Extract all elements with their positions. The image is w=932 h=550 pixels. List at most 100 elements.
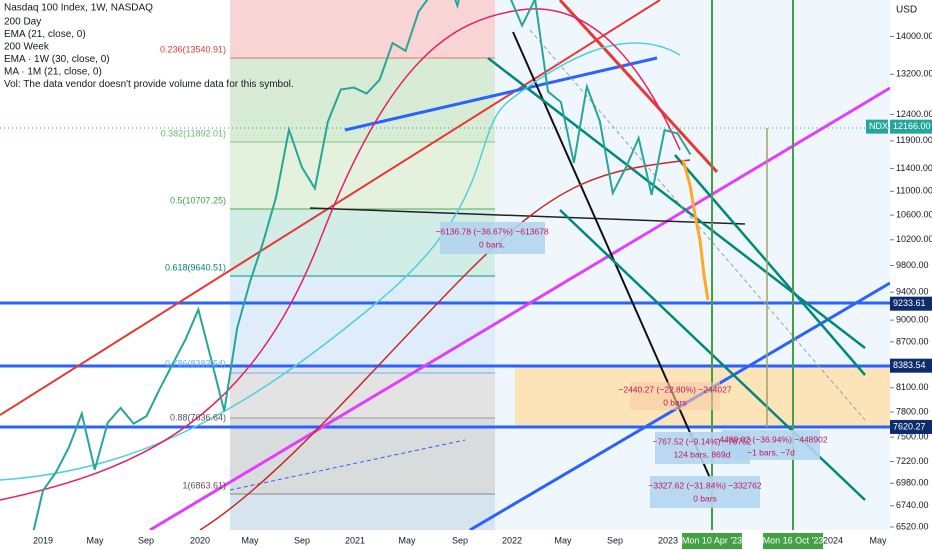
x-tick-label: Mon 16 Oct '23	[763, 535, 824, 545]
x-tick-label: May	[554, 535, 572, 545]
legend-line: Vol: The data vendor doesn't provide vol…	[4, 79, 294, 90]
y-tick-label: 7500.00	[896, 432, 929, 442]
legend-line: 200 Week	[4, 42, 50, 53]
y-tick-label: 11900.00	[896, 135, 932, 145]
y-tick-label: 14000.00	[896, 31, 932, 41]
x-tick-label: 2022	[502, 535, 522, 545]
x-tick-label: May	[241, 535, 259, 545]
x-tick-label: Sep	[452, 535, 468, 545]
measure-box	[722, 430, 820, 460]
fib-zone	[230, 0, 495, 58]
chart-title: Nasdaq 100 Index, 1W, NASDAQ	[4, 3, 153, 14]
price-tag	[890, 119, 932, 134]
currency: USD	[896, 5, 917, 16]
fib-label: 0.786(8383.54)	[165, 358, 226, 368]
measure-label: −4489.02 (−36.94%) −448902	[714, 434, 827, 444]
ma-line	[0, 8, 681, 501]
x-tick-label: 2024	[823, 535, 843, 545]
channel-line	[674, 154, 866, 376]
y-tick-label: 7220.00	[896, 456, 929, 466]
x-tick-label: May	[86, 535, 104, 545]
measure-box	[630, 382, 720, 410]
x-tick-label: May	[869, 535, 887, 545]
fib-zone	[230, 142, 495, 209]
y-tick-label: 10200.00	[896, 234, 932, 244]
y-tick-label: 7800.00	[896, 406, 929, 416]
fib-zone	[230, 494, 495, 530]
fib-zone	[230, 418, 495, 494]
fib-label: 0.382(11892.01)	[161, 128, 226, 138]
y-tick-label: 10600.00	[896, 209, 932, 219]
price-tag-label: 9233.61	[893, 298, 926, 308]
price-tag	[890, 296, 932, 311]
y-tick-label: 8100.00	[896, 382, 929, 392]
measure-label: 124 bars, 869d	[674, 449, 731, 459]
fib-zone	[230, 58, 495, 142]
y-tick-label: 8700.00	[896, 336, 929, 346]
date-tag	[682, 533, 742, 549]
x-tick-label: Sep	[294, 535, 310, 545]
x-tick-label: 2021	[345, 535, 365, 545]
price-tag	[890, 419, 932, 434]
fib-label: 0.88(7636.64)	[170, 412, 226, 422]
fib-zone	[230, 365, 495, 418]
trendline	[0, 0, 661, 416]
y-tick-label: 12400.00	[896, 109, 932, 119]
y-tick-label: 9400.00	[896, 287, 929, 297]
x-tick-label: Sep	[138, 535, 154, 545]
symbol-tag	[866, 119, 888, 134]
measure-label: −767.52 (−9.14%) −76752	[652, 436, 751, 446]
price-layer	[32, 0, 692, 530]
trendline	[344, 56, 658, 132]
y-tick-label: 11400.00	[896, 163, 932, 173]
ma-line	[199, 159, 691, 530]
price-tag-label: 12166.00	[893, 121, 931, 131]
measure-label: −1 bars, −7d	[747, 447, 795, 457]
channel-line	[487, 57, 866, 349]
fib-label: 0.5(10707.25)	[170, 195, 226, 205]
measure-label: 0 bars	[663, 397, 687, 407]
x-tick-label: May	[398, 535, 416, 545]
x-tick-label: Mon 10 Apr '23	[682, 535, 742, 545]
measure-label: −6136.78 (−36.67%) −613678	[435, 226, 548, 236]
measure-box	[650, 476, 760, 508]
legend-line: EMA (21, close, 0)	[4, 29, 86, 40]
measure-label: −3327.62 (−31.84%) −332762	[648, 480, 761, 490]
y-tick-label: 13200.00	[896, 69, 932, 79]
price-tag-label: 7620.27	[893, 421, 926, 431]
y-tick-label: 6740.00	[896, 500, 929, 510]
symbol-tag-label: NDX	[869, 121, 888, 131]
projection	[681, 159, 710, 301]
fib-zone	[230, 276, 495, 365]
y-tick-label: 6980.00	[896, 478, 929, 488]
y-tick-label: 11000.00	[896, 186, 932, 196]
legend-line: 200 Day	[4, 17, 41, 28]
x-tick-label: 2020	[190, 535, 210, 545]
measure-label: −2440.27 (−22.80%) −244027	[618, 384, 731, 394]
y-tick-label: 9000.00	[896, 315, 929, 325]
price-tag-label: 8383.54	[893, 360, 926, 370]
trendline	[558, 0, 719, 174]
dashed-line	[229, 439, 466, 491]
y-tick-label: 9800.00	[896, 260, 929, 270]
price-axis	[890, 0, 932, 550]
price-tag	[890, 358, 932, 373]
drawings	[0, 0, 890, 530]
fib-label: 0.618(9640.51)	[165, 262, 226, 272]
measure-box	[440, 222, 545, 254]
y-tick-label: 6520.00	[896, 521, 929, 531]
legend-line: MA · 1M (21, close, 0)	[4, 67, 102, 78]
price-line	[32, 0, 692, 530]
fib-label: 1(6863.61)	[182, 480, 226, 490]
date-tag	[763, 533, 823, 549]
legend-line: EMA · 1W (30, close, 0)	[4, 54, 110, 65]
x-tick-label: 2023	[658, 535, 678, 545]
legend: Nasdaq 100 Index, 1W, NASDAQ 200 DayEMA …	[4, 3, 294, 91]
trendline	[309, 207, 746, 225]
ma-line	[0, 42, 681, 481]
measure-label: 0 bars,	[479, 239, 505, 249]
measure-label: 0 bars	[693, 493, 717, 503]
fib-label: 0.236(13540.91)	[160, 44, 226, 54]
x-tick-label: Sep	[607, 535, 623, 545]
